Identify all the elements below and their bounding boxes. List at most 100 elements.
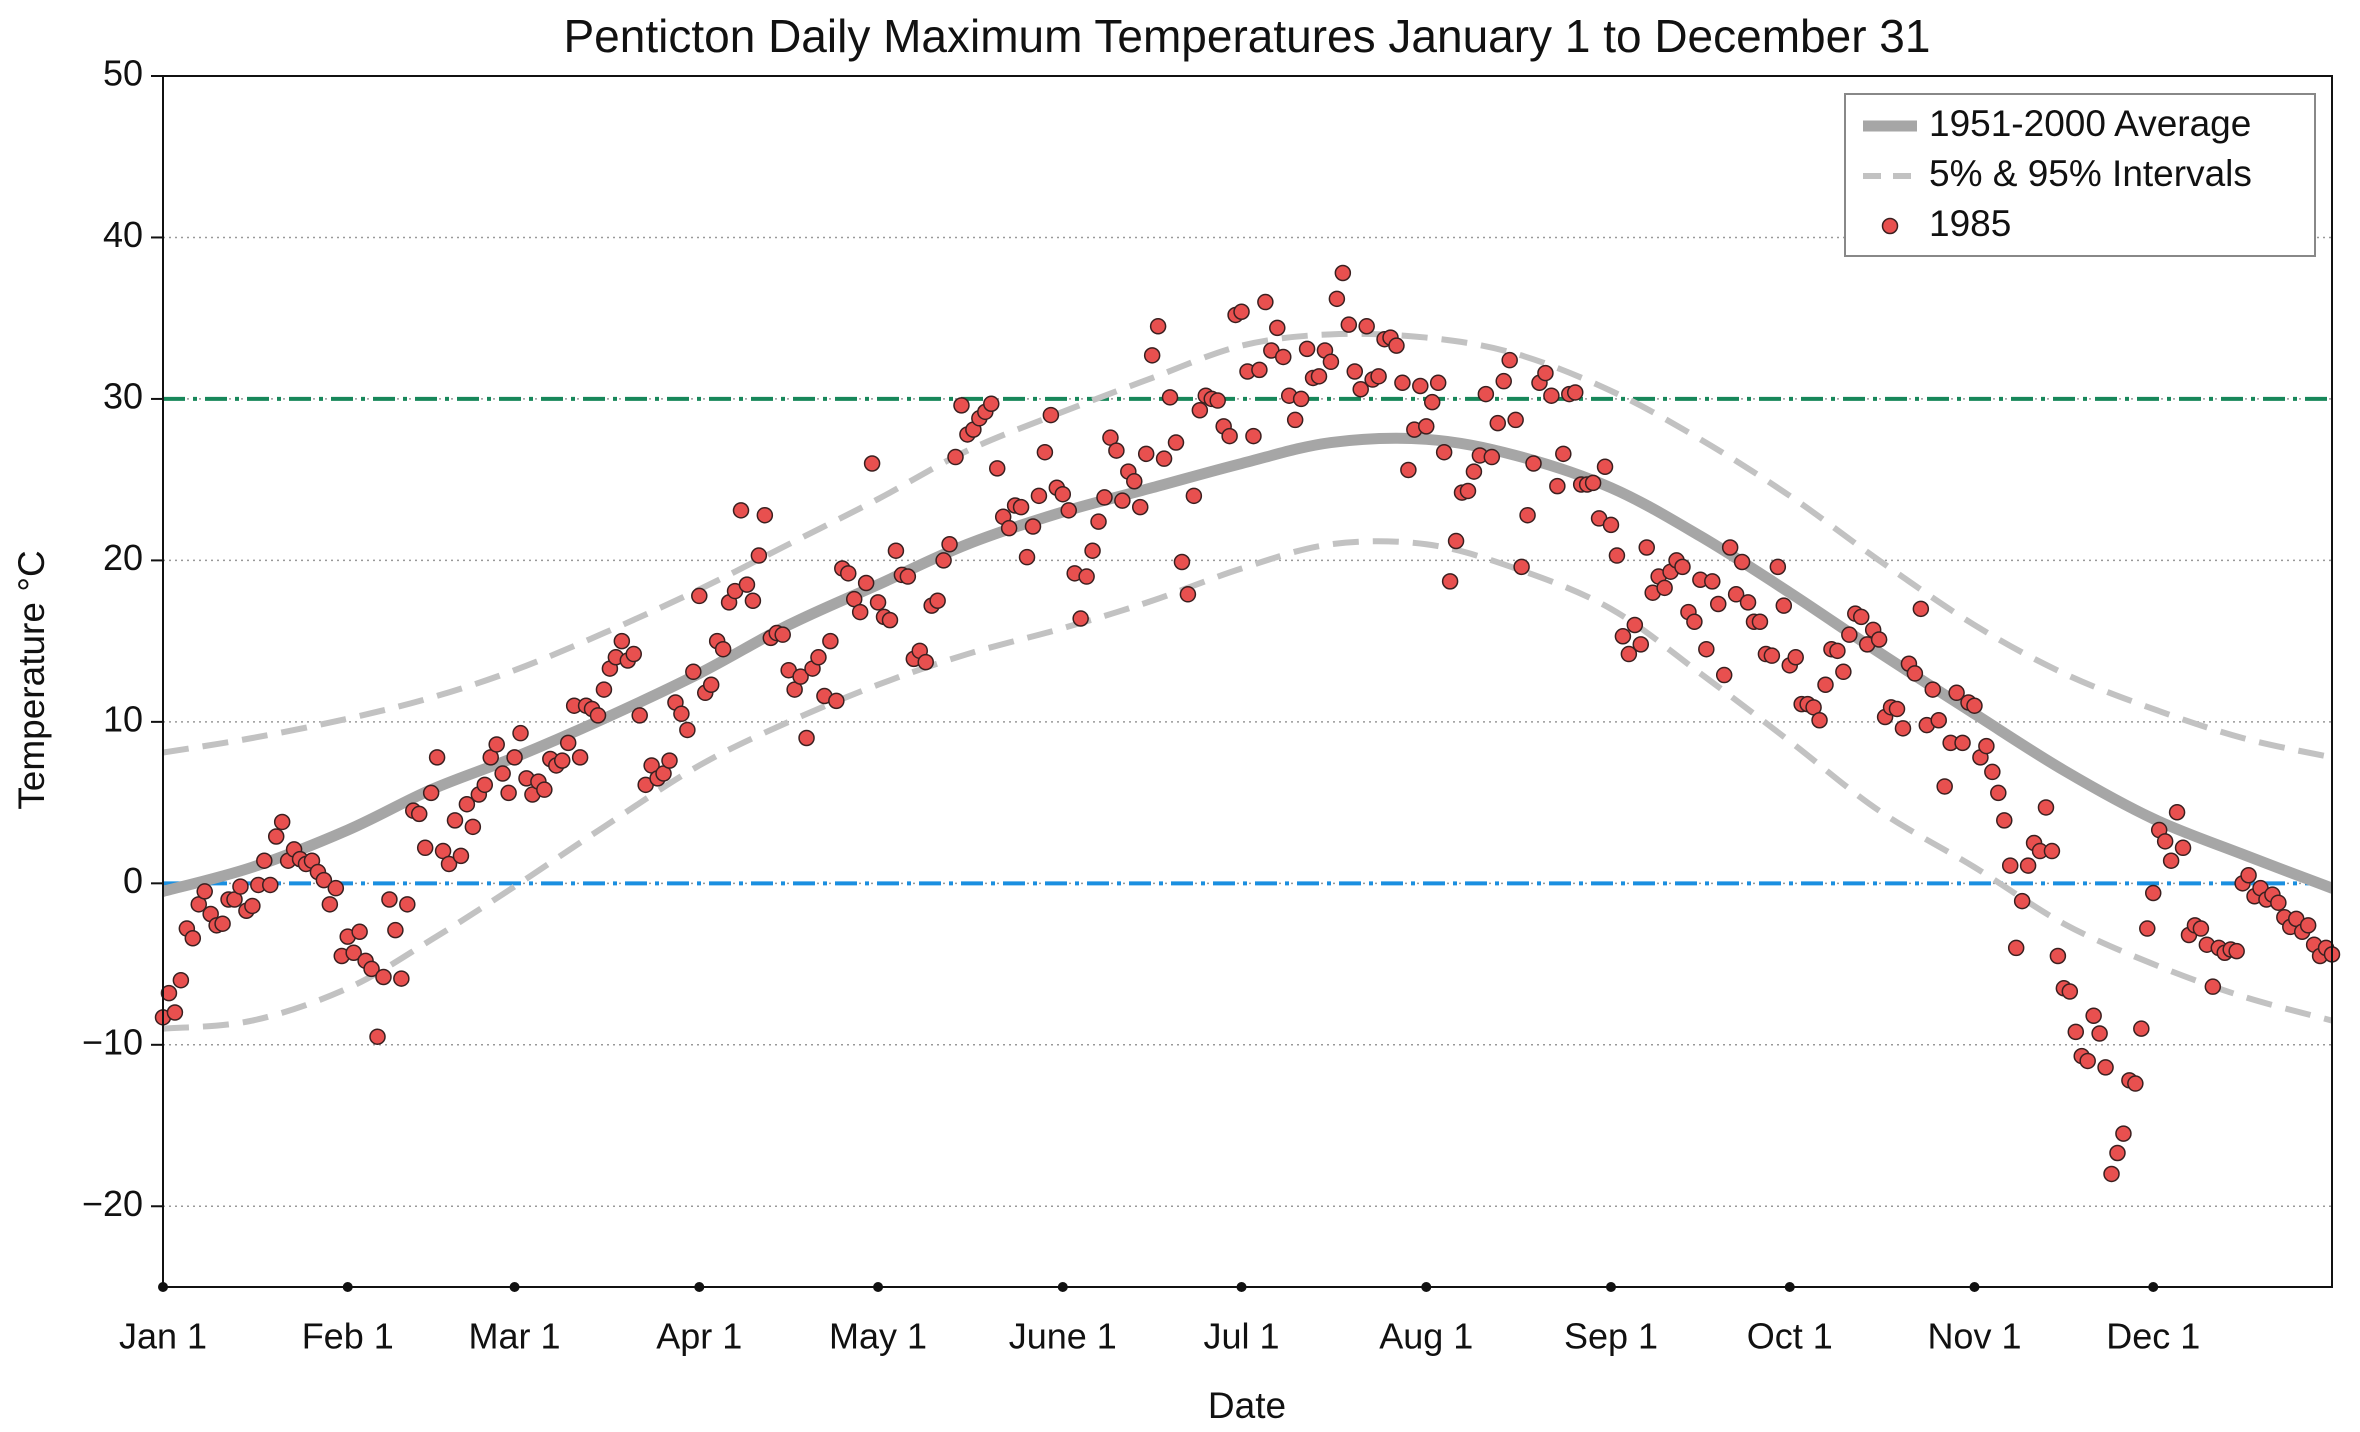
data-point [1465,463,1483,480]
data-point [1155,450,1173,467]
data-point [416,839,434,857]
data-point [1251,361,1268,379]
data-point [1012,498,1030,516]
data-point [1418,418,1435,435]
data-point [1936,778,1953,795]
data-point [714,640,732,658]
data-point [452,847,470,865]
data-point [375,968,392,986]
data-point [2013,892,2031,910]
data-point [1078,568,1095,585]
data-point [369,1028,386,1045]
data-point [2115,1125,2132,1142]
data-point [553,752,571,769]
data-point [1632,636,1650,653]
interval-line [163,538,2332,1032]
legend: 1951-2000 Average 5% & 95% Intervals 1985 [1844,93,2316,257]
data-point [2007,939,2025,957]
legend-box [1844,93,2316,257]
data-point [625,645,642,663]
data-point [810,649,827,666]
data-point [774,626,791,643]
data-point [983,395,1000,413]
data-point [1990,784,2007,802]
data-point [1906,665,1924,682]
data-point [351,923,368,941]
data-point [363,960,380,978]
data-point [458,795,476,813]
data-point [1346,363,1364,380]
data-point [267,828,285,845]
data-point [1704,573,1721,590]
data-point [184,929,202,947]
x-axis-label: Date [1208,1385,1286,1426]
data-point [929,592,946,610]
data-point [1709,595,1727,613]
data-point [732,502,750,519]
data-point [917,653,934,671]
data-point [1626,616,1644,634]
data-point [2067,1023,2085,1041]
data-point [822,632,839,650]
data-point [1269,319,1286,337]
data-point [172,971,190,989]
data-point [1245,427,1262,445]
data-point [1811,712,1828,729]
data-point [2061,983,2079,1000]
data-point [381,891,398,908]
data-point [2240,867,2257,884]
data-point [1298,340,1316,358]
data-point [1835,663,1852,681]
y-tick-label: 20 [103,537,143,578]
data-point [2097,1059,2114,1076]
data-point [1948,684,1965,702]
data-point [464,818,482,836]
data-point [1829,642,1846,660]
data-point [1441,573,1459,590]
data-point [1137,445,1155,463]
data-point [1674,558,1691,576]
data-point [661,752,678,769]
x-tick-label: Jan 1 [119,1316,207,1357]
data-point [2192,920,2210,937]
data-point [1185,487,1203,505]
data-point [756,506,774,524]
data-point [1191,401,1209,419]
y-tick-label: 40 [103,214,143,255]
data-point [935,552,952,569]
data-point [1549,477,1566,495]
data-point [1787,649,1804,666]
data-point [2001,857,2019,874]
data-point [1090,513,1107,530]
data-point [828,692,845,710]
data-point [321,896,339,913]
data-point [1108,442,1125,459]
data-point [1775,597,1793,614]
data-point [1602,516,1620,534]
data-point [1209,392,1226,409]
data-point [387,921,404,939]
data-point [1423,393,1441,411]
data-point [1751,613,1769,631]
data-point [1054,485,1072,503]
data-point [506,749,523,766]
data-point [2133,1020,2150,1037]
data-point [559,734,577,752]
data-point [691,587,708,605]
data-point [196,883,213,900]
data-point [988,460,1006,477]
data-point [851,603,869,621]
x-tick-label: Nov 1 [1927,1316,2021,1357]
data-point [422,784,440,802]
data-point [232,878,249,895]
data-point [1429,374,1447,392]
data-point [1870,631,1888,648]
data-point [1763,647,1781,664]
data-point [2168,804,2186,821]
data-point [1888,700,1906,718]
data-point [1739,594,1757,611]
data-point [1519,506,1536,524]
y-tick-label: 30 [103,375,143,416]
x-tick-label: Jul 1 [1204,1316,1280,1357]
